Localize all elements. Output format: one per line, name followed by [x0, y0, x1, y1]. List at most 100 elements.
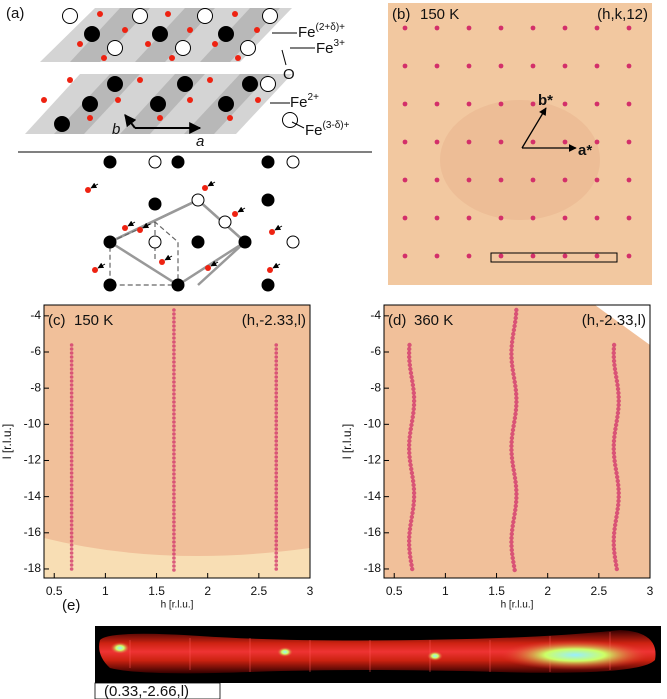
streak — [172, 368, 176, 372]
streak — [172, 536, 176, 540]
streak — [172, 340, 176, 344]
streak — [274, 355, 279, 359]
streak — [615, 414, 620, 420]
oxygen — [157, 115, 163, 121]
peak — [626, 101, 632, 107]
streak — [409, 466, 414, 472]
streak — [172, 424, 176, 428]
streak — [274, 503, 279, 507]
streak — [509, 551, 515, 557]
streak — [69, 559, 74, 563]
streak — [274, 359, 279, 363]
streak — [612, 454, 617, 460]
streak — [406, 354, 412, 360]
peak — [466, 139, 472, 145]
streak — [69, 375, 74, 379]
streak — [274, 403, 279, 407]
streak — [612, 526, 617, 532]
streak — [513, 479, 518, 485]
peak — [402, 253, 408, 259]
streak — [274, 483, 279, 487]
streak — [407, 454, 412, 460]
peak — [530, 215, 536, 221]
streak — [274, 555, 279, 559]
streak — [411, 490, 417, 496]
streak — [172, 312, 176, 316]
fe-white — [286, 155, 300, 169]
streak — [274, 531, 279, 535]
streak — [514, 307, 519, 313]
streak — [274, 515, 279, 519]
streak — [611, 442, 616, 448]
fe-black — [152, 26, 168, 42]
fe-black — [150, 96, 166, 112]
streak — [274, 411, 279, 415]
peak — [562, 139, 568, 145]
oxygen — [67, 77, 73, 83]
y-tick-label: -6 — [370, 344, 381, 358]
streak — [69, 527, 74, 531]
streak — [510, 459, 515, 465]
streak — [616, 490, 621, 496]
streak — [69, 515, 74, 519]
streak — [509, 359, 515, 365]
peak — [466, 63, 472, 69]
streak — [69, 415, 74, 419]
streak — [509, 527, 515, 533]
streak — [69, 503, 74, 507]
peak — [466, 215, 472, 221]
streak — [69, 423, 74, 427]
peak — [594, 215, 600, 221]
oxygen — [165, 11, 171, 17]
streak — [274, 479, 279, 483]
streak — [616, 498, 621, 504]
streak — [615, 410, 621, 416]
displacement — [274, 224, 283, 231]
atoms — [41, 8, 298, 132]
fe-black — [218, 26, 234, 42]
peak — [434, 101, 440, 107]
peak — [562, 253, 568, 259]
streak — [69, 379, 74, 383]
streak — [611, 542, 616, 548]
fe-black — [103, 155, 117, 169]
streak — [172, 476, 176, 480]
streak — [274, 495, 279, 499]
atom-label: Fe3+ — [316, 38, 345, 57]
fe-black — [177, 76, 193, 92]
temperature: 150 K — [74, 312, 113, 329]
streak — [509, 343, 514, 349]
fe-black — [238, 235, 252, 249]
streak — [172, 496, 176, 500]
blank — [595, 305, 650, 345]
streak — [274, 459, 279, 463]
streak — [274, 415, 279, 419]
fe-black — [54, 116, 70, 132]
streak — [611, 350, 616, 356]
streak — [69, 543, 74, 547]
streak — [407, 458, 413, 464]
peak — [626, 253, 632, 259]
streak — [511, 371, 516, 377]
streak — [172, 428, 176, 432]
streak — [514, 399, 519, 405]
streak — [406, 442, 412, 448]
streak — [616, 494, 621, 500]
streak — [407, 526, 413, 532]
streak — [411, 494, 417, 500]
streak — [408, 554, 413, 560]
streak — [511, 331, 516, 337]
streak — [612, 522, 618, 528]
peak — [434, 139, 440, 145]
oxygen — [159, 259, 165, 265]
streak — [510, 367, 516, 373]
peak — [594, 25, 600, 31]
panel-e: (e) (0.33,-2.66,l) — [62, 597, 661, 699]
fe-white — [62, 8, 78, 24]
index: (h,-2.33,l) — [242, 312, 306, 329]
oxygen — [267, 267, 273, 273]
oxygen — [202, 185, 208, 191]
fe-white — [218, 215, 232, 229]
peak — [594, 101, 600, 107]
streak — [69, 551, 74, 555]
